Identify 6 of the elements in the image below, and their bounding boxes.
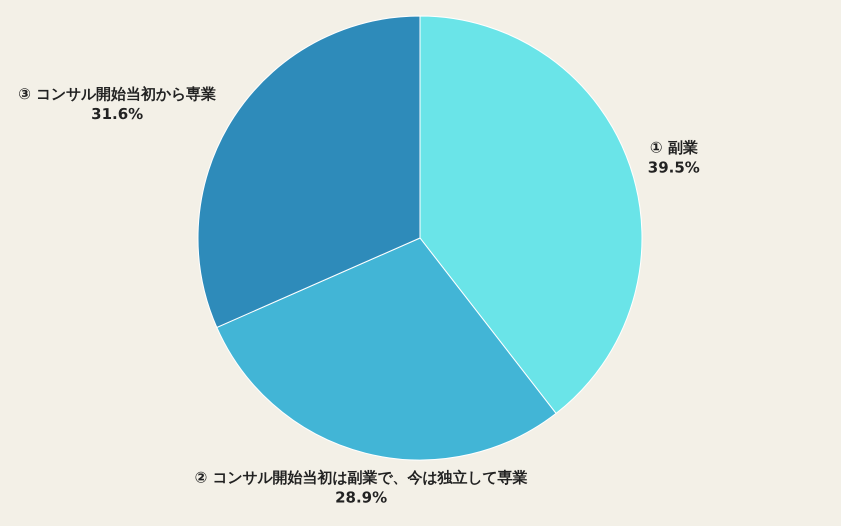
data-label: 31.6% (91, 104, 144, 123)
data-label: 28.9% (335, 488, 388, 506)
slice-label: ③ コンサル開始当初から専業 (18, 84, 216, 103)
data-label: 39.5% (648, 158, 700, 176)
slice-label: ① 副業 (650, 138, 698, 156)
slice-label: ② コンサル開始当初は副業で、今は独立して専業 (194, 468, 528, 486)
